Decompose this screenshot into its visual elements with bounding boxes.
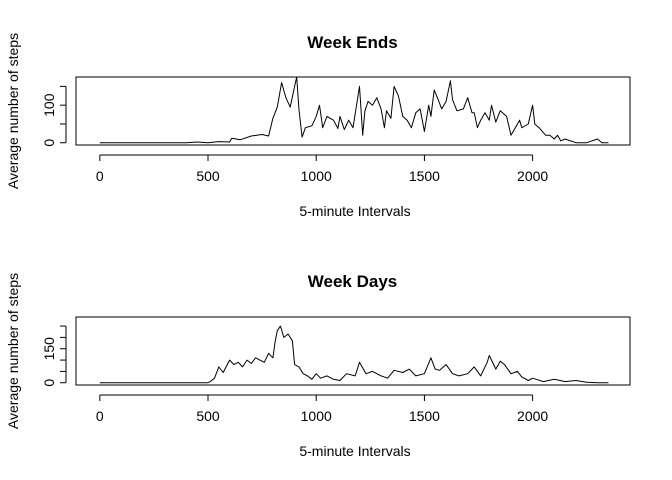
plot-frame — [75, 76, 631, 146]
panel-weekdays: Week Days 0 500 1000 1500 2000 0 150 5-minute… — [5, 272, 631, 459]
x-axis-label: 5-minute Intervals — [299, 443, 410, 459]
x-tick-label: 500 — [196, 408, 220, 424]
y-tick-label: 100 — [41, 93, 57, 117]
x-axis: 0 500 1000 1500 2000 — [96, 394, 548, 424]
y-axis: 0 150 — [41, 325, 67, 387]
y-tick-label: 150 — [41, 337, 57, 361]
y-axis-label: Average number of steps — [5, 33, 21, 189]
panel-weekends: Week Ends 0 500 1000 1500 2000 0 100 5-minute… — [5, 33, 631, 219]
plot-frame — [75, 316, 631, 386]
x-axis: 0 500 1000 1500 2000 — [96, 154, 548, 184]
series-line — [99, 325, 609, 384]
x-tick-label: 2000 — [517, 168, 548, 184]
x-tick-label: 500 — [196, 168, 220, 184]
y-axis: 0 100 — [41, 85, 67, 147]
x-tick-label: 2000 — [517, 408, 548, 424]
chart-title: Week Ends — [307, 33, 397, 52]
x-axis-label: 5-minute Intervals — [299, 203, 410, 219]
x-tick-label: 0 — [96, 408, 104, 424]
x-tick-label: 1000 — [301, 408, 332, 424]
x-tick-label: 1500 — [409, 168, 440, 184]
x-tick-label: 1500 — [409, 408, 440, 424]
chart-title: Week Days — [308, 272, 397, 291]
y-tick-label: 0 — [41, 139, 57, 147]
y-axis-label: Average number of steps — [5, 273, 21, 429]
x-tick-label: 1000 — [301, 168, 332, 184]
series-line — [99, 76, 609, 144]
y-tick-label: 0 — [41, 379, 57, 387]
x-tick-label: 0 — [96, 168, 104, 184]
